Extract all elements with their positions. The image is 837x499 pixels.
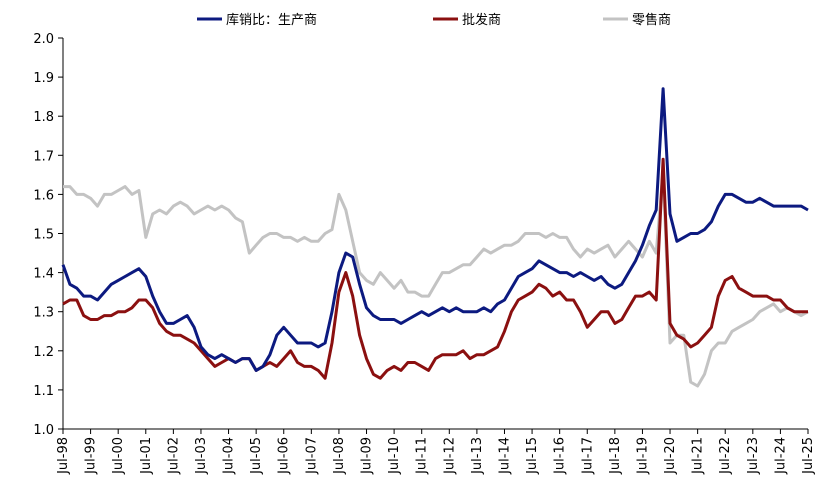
x-tick-label: Jul-05 xyxy=(249,437,264,475)
x-tick-label: Jul-12 xyxy=(442,437,457,475)
y-tick-label: 1.1 xyxy=(33,384,54,399)
y-tick-label: 1.4 xyxy=(33,267,54,282)
x-tick-label: Jul-00 xyxy=(111,437,126,475)
y-tick-label: 1.9 xyxy=(33,71,54,86)
x-tick-label: Jul-01 xyxy=(139,437,154,475)
x-tick-label: Jul-17 xyxy=(580,437,595,475)
x-tick-label: Jul-15 xyxy=(525,437,540,475)
x-tick-label: Jul-04 xyxy=(222,437,237,475)
y-tick-label: 1.0 xyxy=(33,423,54,438)
x-tick-label: Jul-07 xyxy=(304,437,319,475)
x-tick-label: Jul-21 xyxy=(691,437,706,475)
x-tick-label: Jul-23 xyxy=(746,437,761,475)
x-tick-label: Jul-19 xyxy=(635,437,650,475)
y-tick-label: 1.2 xyxy=(33,345,54,360)
x-tick-label: Jul-25 xyxy=(801,437,816,475)
x-tick-label: Jul-11 xyxy=(415,437,430,475)
series-line xyxy=(61,87,809,372)
x-tick-label: Jul-03 xyxy=(194,437,209,475)
y-tick-label: 2.0 xyxy=(33,32,54,47)
x-tick-label: Jul-08 xyxy=(332,437,347,475)
x-tick-label: Jul-06 xyxy=(277,437,292,475)
x-tick-label: Jul-14 xyxy=(497,437,512,475)
series-line xyxy=(62,157,808,380)
x-tick-label: Jul-10 xyxy=(387,437,402,475)
y-tick-label: 1.7 xyxy=(33,149,54,164)
y-tick-label: 1.8 xyxy=(33,110,54,125)
x-tick-label: Jul-18 xyxy=(608,437,623,475)
series-line xyxy=(63,169,809,388)
y-tick-label: 1.6 xyxy=(33,188,54,203)
x-tick-label: Jul-02 xyxy=(166,437,181,475)
x-tick-label: Jul-99 xyxy=(84,437,99,475)
y-tick-label: 1.5 xyxy=(33,228,54,243)
x-tick-label: Jul-20 xyxy=(663,437,678,475)
y-tick-label: 1.3 xyxy=(33,306,54,321)
legend-label: 批发商 xyxy=(462,12,501,28)
x-tick-label: Jul-22 xyxy=(718,437,733,475)
x-tick-label: Jul-16 xyxy=(553,437,568,475)
x-tick-label: Jul-98 xyxy=(56,437,71,475)
legend-label: 库销比：生产商 xyxy=(226,12,317,28)
x-tick-label: Jul-13 xyxy=(470,437,485,475)
x-tick-label: Jul-24 xyxy=(773,437,788,475)
x-tick-label: Jul-09 xyxy=(360,437,375,475)
legend-label: 零售商 xyxy=(632,12,671,28)
